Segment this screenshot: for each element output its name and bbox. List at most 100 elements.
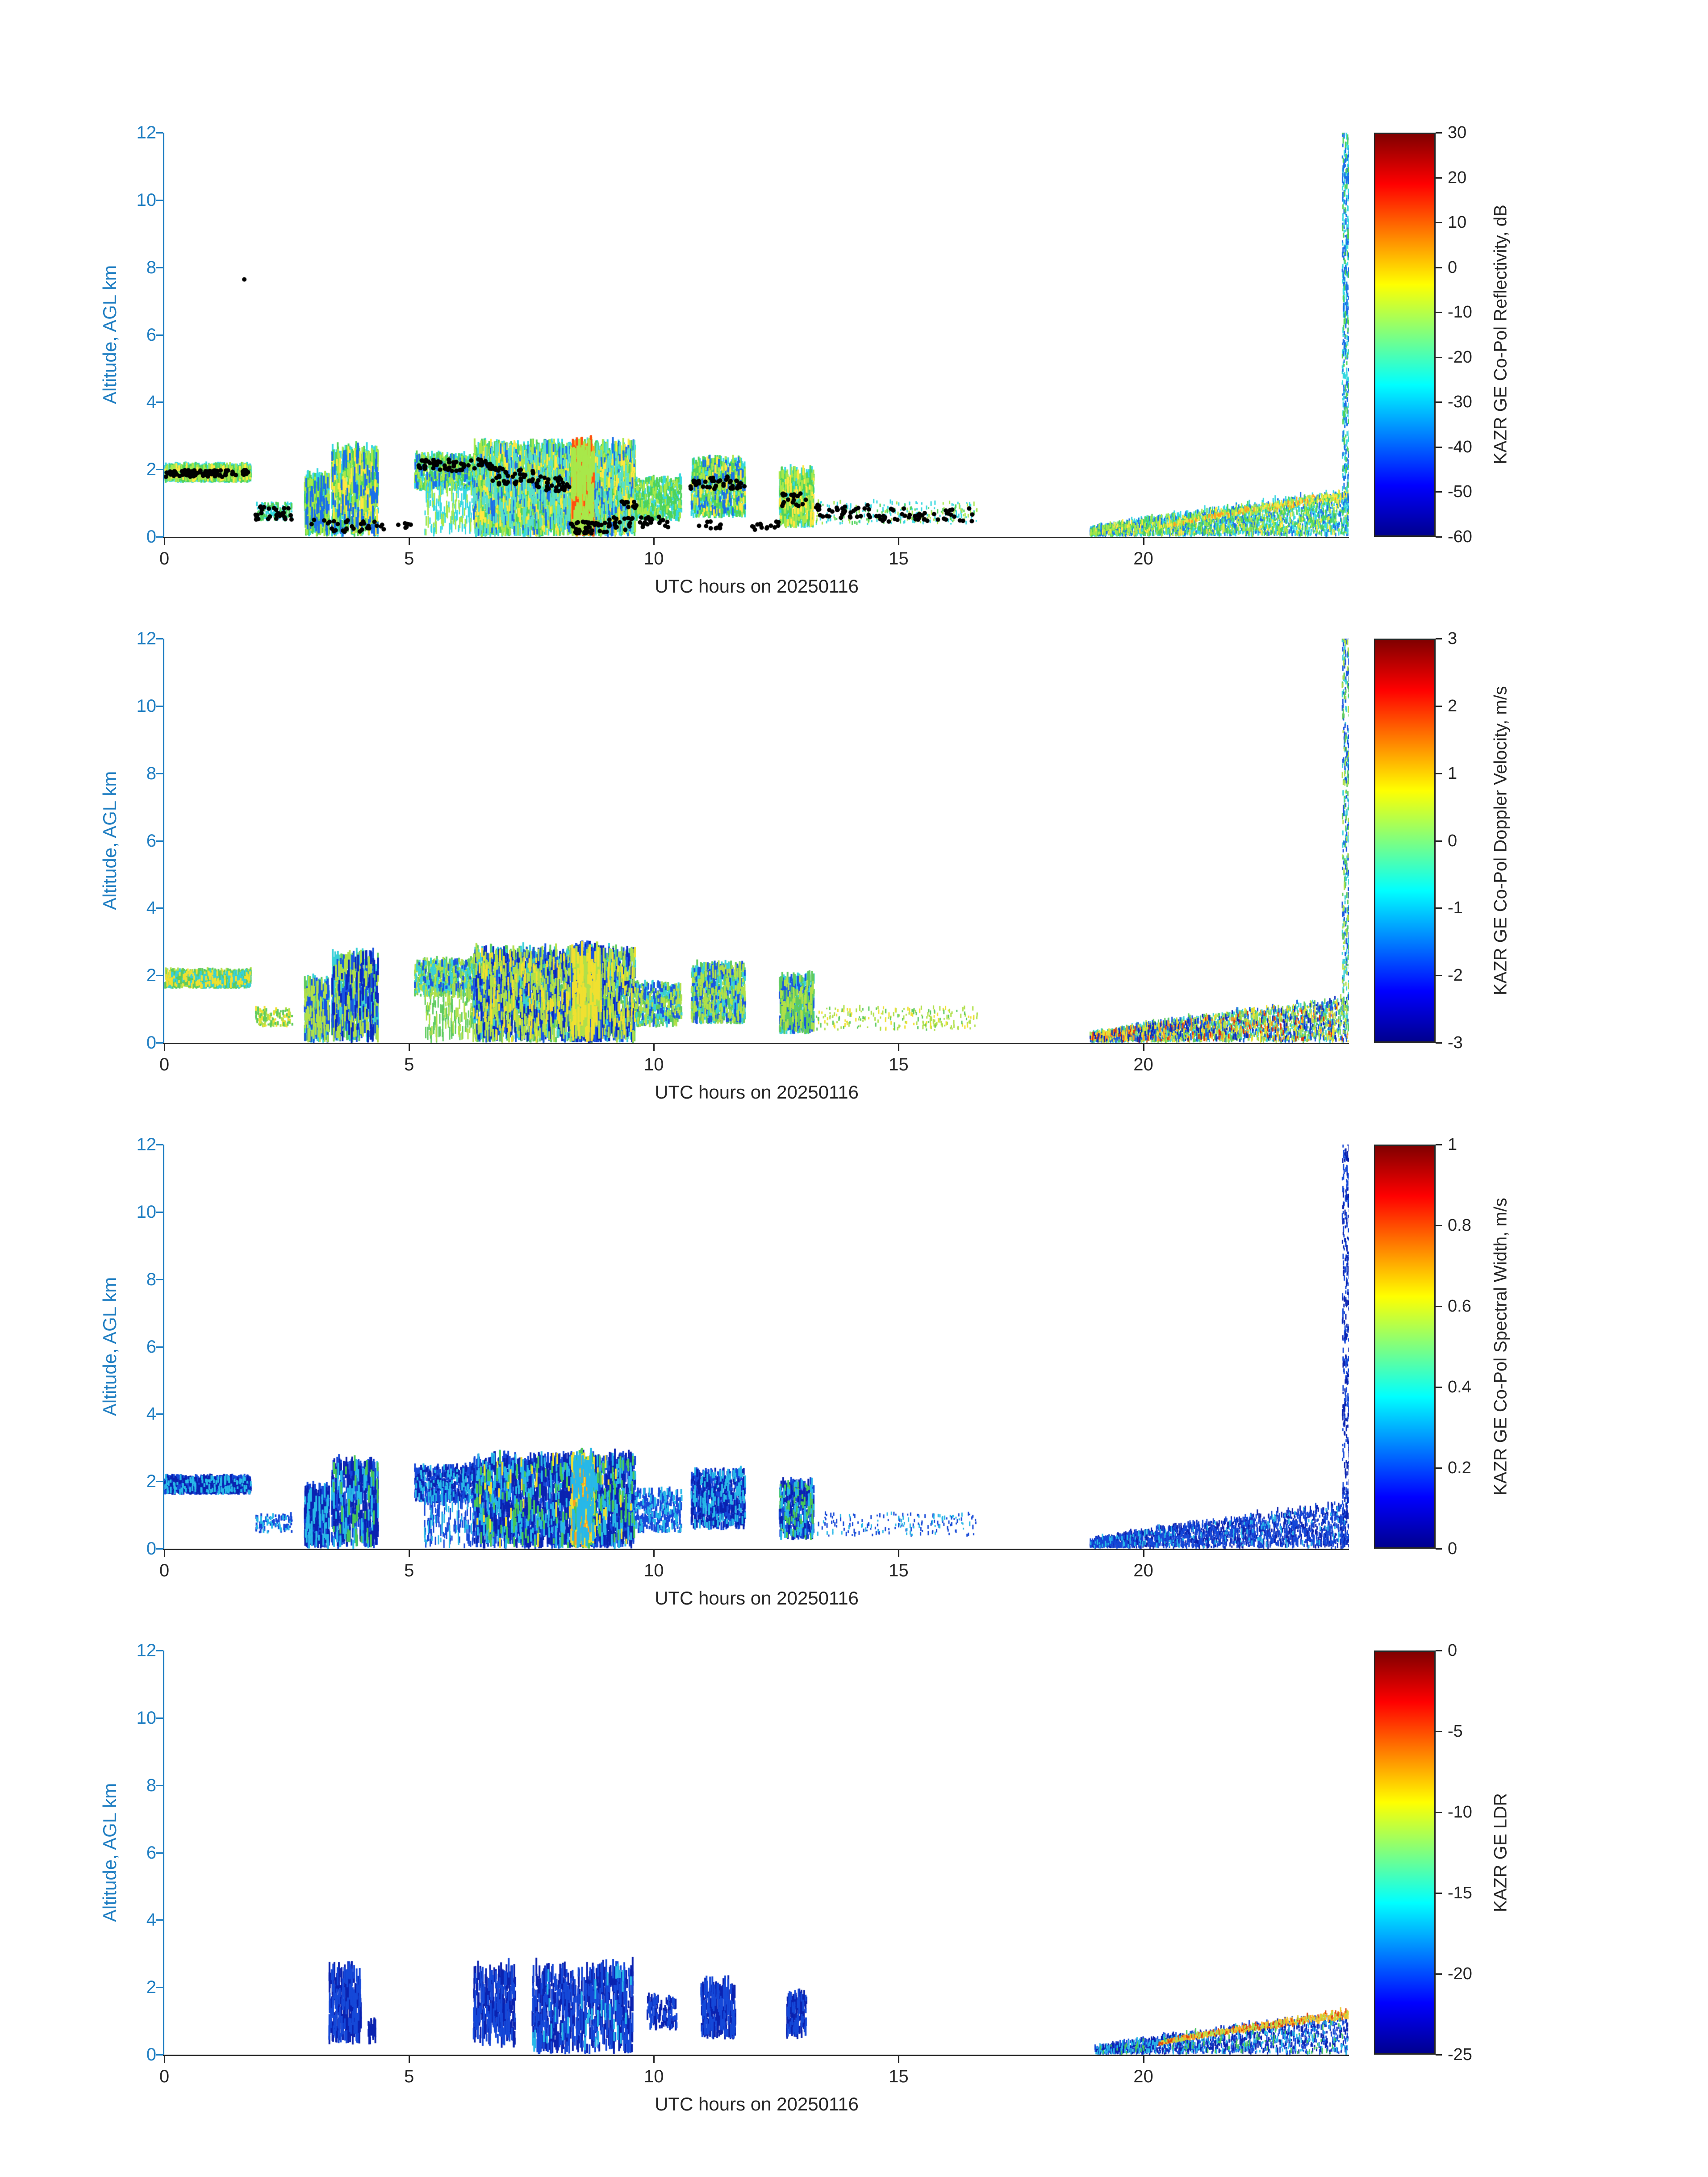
colorbar-tick-label: 0.8 — [1448, 1216, 1471, 1235]
y-axis-line — [163, 1651, 164, 2056]
y-tick-label: 12 — [136, 123, 157, 142]
y-tick — [156, 2054, 163, 2056]
y-tick-label: 4 — [146, 1404, 156, 1424]
colorbar-tick-label: -3 — [1448, 1033, 1463, 1052]
colorbar-tick — [1436, 446, 1442, 448]
x-tick-label: 10 — [644, 1561, 664, 1580]
y-tick-label: 0 — [146, 2045, 156, 2064]
x-tick-label: 10 — [644, 549, 664, 568]
y-tick-label: 8 — [146, 257, 156, 277]
colorbar-tick-label: 0.2 — [1448, 1458, 1471, 1477]
x-tick-label: 0 — [159, 1055, 170, 1074]
colorbar-tick — [1436, 222, 1442, 224]
colorbar-label-reflectivity: KAZR GE Co-Pol Reflectivity, dB — [1491, 205, 1511, 465]
colorbar-tick — [1436, 1144, 1442, 1145]
radar-echo-canvas-reflectivity — [164, 133, 1349, 537]
colorbar-tick — [1436, 1973, 1442, 1975]
radar-echo-canvas-spectral-width — [164, 1145, 1349, 1549]
colorbar-tick — [1436, 2054, 1442, 2056]
colorbar-tick-label: 0 — [1448, 258, 1457, 277]
y-tick — [156, 1413, 163, 1415]
colorbar-tick — [1436, 638, 1442, 639]
x-tick — [653, 1550, 655, 1557]
colorbar-tick-label: -1 — [1448, 898, 1463, 918]
colorbar-tick-label: 1 — [1448, 1135, 1457, 1154]
colorbar-tick-label: 10 — [1448, 213, 1467, 232]
x-tick — [164, 2056, 165, 2063]
y-tick-label: 12 — [136, 1135, 157, 1154]
x-tick-label: 0 — [159, 1561, 170, 1580]
colorbar-tick-label: -60 — [1448, 527, 1472, 546]
colorbar-spectral-width — [1374, 1145, 1436, 1549]
x-axis-label: UTC hours on 20250116 — [655, 1588, 859, 1609]
x-axis-line — [163, 537, 1349, 538]
colorbar-tick — [1436, 773, 1442, 774]
colorbar-tick — [1436, 1467, 1442, 1469]
colorbar-tick-label: 1 — [1448, 764, 1457, 783]
colorbar-tick-label: -10 — [1448, 303, 1472, 322]
colorbar-tick-label: 0 — [1448, 1539, 1457, 1558]
colorbar-ldr — [1374, 1651, 1436, 2055]
colorbar-tick-label: -30 — [1448, 393, 1472, 412]
colorbar-tick-label: -2 — [1448, 966, 1463, 985]
x-tick-label: 10 — [644, 1055, 664, 1074]
colorbar-tick — [1436, 1548, 1442, 1550]
colorbar-tick-label: -20 — [1448, 1964, 1472, 1983]
y-tick — [156, 840, 163, 842]
colorbar-tick — [1436, 356, 1442, 358]
x-tick-label: 0 — [159, 549, 170, 568]
colorbar-tick-label: 30 — [1448, 123, 1467, 142]
x-tick — [409, 538, 410, 545]
x-tick — [1143, 2056, 1144, 2063]
radar-echo-canvas-ldr — [164, 1651, 1349, 2055]
y-tick — [156, 975, 163, 977]
colorbar-tick-label: -25 — [1448, 2045, 1472, 2064]
y-tick — [156, 1548, 163, 1550]
y-tick — [156, 1279, 163, 1280]
y-tick-label: 2 — [146, 1471, 156, 1492]
colorbar-tick-label: -50 — [1448, 482, 1472, 501]
x-tick-label: 0 — [159, 2067, 170, 2086]
y-tick-label: 0 — [146, 527, 156, 547]
y-tick-label: 2 — [146, 1977, 156, 1997]
y-tick — [156, 1346, 163, 1348]
x-tick — [1143, 538, 1144, 545]
x-tick — [409, 1044, 410, 1051]
x-tick-label: 20 — [1133, 549, 1153, 568]
y-tick-label: 4 — [146, 392, 156, 412]
panel-ldr: Altitude, AGL km UTC hours on 20250116 K… — [0, 1641, 1708, 2156]
x-tick-label: 15 — [889, 549, 909, 568]
x-tick-label: 5 — [404, 2067, 414, 2086]
colorbar-tick-label: -10 — [1448, 1803, 1472, 1822]
y-tick — [156, 199, 163, 201]
x-tick-label: 20 — [1133, 1055, 1153, 1074]
x-tick — [653, 538, 655, 545]
y-axis-line — [163, 133, 164, 538]
x-tick — [898, 1044, 900, 1051]
colorbar-label-spectral-width: KAZR GE Co-Pol Spectral Width, m/s — [1491, 1198, 1511, 1496]
y-tick-label: 0 — [146, 1033, 156, 1053]
y-tick — [156, 907, 163, 909]
y-tick-label: 10 — [136, 696, 157, 716]
x-tick — [409, 1550, 410, 1557]
y-tick-label: 10 — [136, 1202, 157, 1222]
y-tick — [156, 1987, 163, 1989]
colorbar-tick — [1436, 1893, 1442, 1894]
colorbar-tick-label: -5 — [1448, 1722, 1463, 1741]
y-tick — [156, 1717, 163, 1719]
colorbar-tick-label: 3 — [1448, 629, 1457, 648]
y-tick — [156, 1481, 163, 1483]
y-tick — [156, 1211, 163, 1213]
y-tick — [156, 1852, 163, 1854]
x-tick — [409, 2056, 410, 2063]
colorbar-doppler-velocity — [1374, 639, 1436, 1043]
plot-area-reflectivity — [156, 132, 1349, 545]
colorbar-tick — [1436, 705, 1442, 707]
x-axis-label: UTC hours on 20250116 — [655, 1082, 859, 1103]
y-tick — [156, 267, 163, 268]
y-tick — [156, 334, 163, 336]
y-tick — [156, 1144, 163, 1145]
x-tick — [164, 538, 165, 545]
colorbar-tick — [1436, 267, 1442, 268]
colorbar-reflectivity — [1374, 133, 1436, 537]
